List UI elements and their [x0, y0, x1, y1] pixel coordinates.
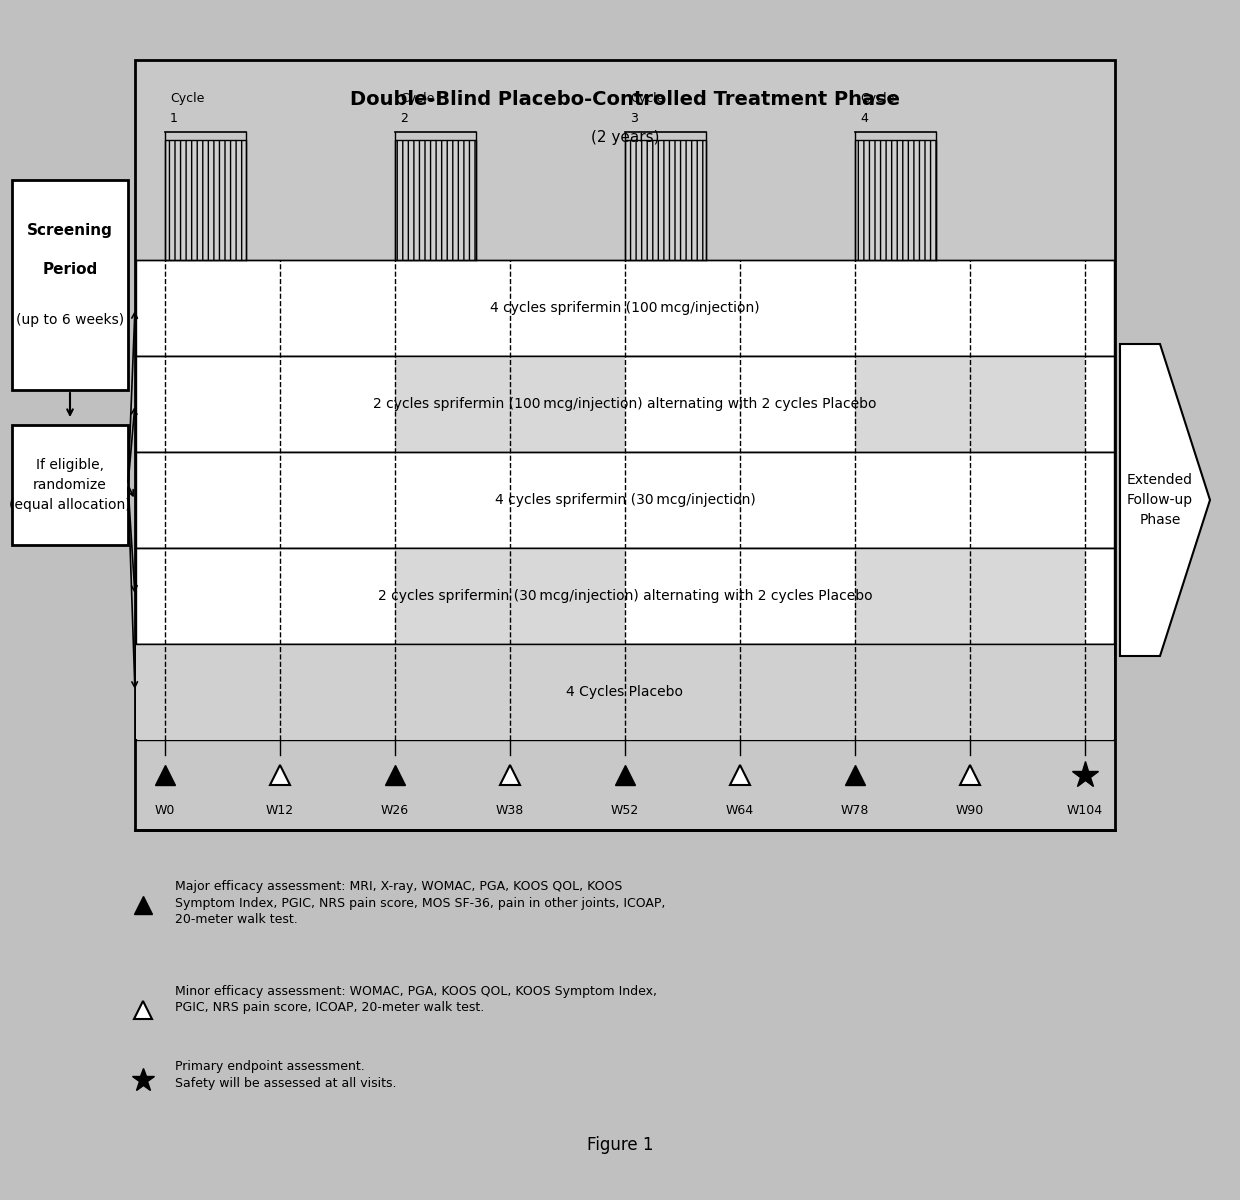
- Text: 2 cycles sprifermin (100 mcg/injection) alternating with 2 cycles Placebo: 2 cycles sprifermin (100 mcg/injection) …: [373, 397, 877, 410]
- Text: W26: W26: [381, 804, 409, 816]
- Bar: [136, 452, 1114, 548]
- Bar: [396, 358, 625, 451]
- Bar: [12, 180, 128, 390]
- Bar: [856, 140, 935, 260]
- Text: Period: Period: [42, 263, 98, 277]
- Text: W12: W12: [265, 804, 294, 816]
- Bar: [136, 356, 1114, 452]
- Text: (2 years): (2 years): [590, 130, 660, 145]
- Text: Cycle: Cycle: [401, 92, 434, 104]
- Text: 4 cycles sprifermin (100 mcg/injection): 4 cycles sprifermin (100 mcg/injection): [490, 301, 760, 314]
- Bar: [856, 358, 1085, 451]
- Text: Minor efficacy assessment: WOMAC, PGA, KOOS QOL, KOOS Symptom Index,
PGIC, NRS p: Minor efficacy assessment: WOMAC, PGA, K…: [175, 985, 657, 1014]
- FancyArrow shape: [1120, 344, 1210, 656]
- Bar: [135, 60, 1115, 830]
- Text: 2 cycles sprifermin (30 mcg/injection) alternating with 2 cycles Placebo: 2 cycles sprifermin (30 mcg/injection) a…: [378, 589, 872, 602]
- Text: 4 cycles sprifermin (30 mcg/injection): 4 cycles sprifermin (30 mcg/injection): [495, 493, 755, 506]
- Text: Double-Blind Placebo-Controlled Treatment Phase: Double-Blind Placebo-Controlled Treatmen…: [350, 90, 900, 109]
- Text: Primary endpoint assessment.
Safety will be assessed at all visits.: Primary endpoint assessment. Safety will…: [175, 1060, 397, 1090]
- Text: (up to 6 weeks): (up to 6 weeks): [16, 313, 124, 326]
- Bar: [136, 260, 1114, 356]
- Text: Cycle: Cycle: [861, 92, 894, 104]
- Text: 1: 1: [170, 112, 177, 125]
- Bar: [136, 644, 1114, 740]
- Bar: [625, 140, 706, 260]
- Text: 3: 3: [630, 112, 637, 125]
- Text: 2: 2: [401, 112, 408, 125]
- Text: W90: W90: [956, 804, 985, 816]
- Text: 4 Cycles Placebo: 4 Cycles Placebo: [567, 685, 683, 698]
- Bar: [396, 550, 625, 643]
- Text: Figure 1: Figure 1: [587, 1136, 653, 1154]
- Text: Cycle: Cycle: [630, 92, 665, 104]
- Text: Extended
Follow-up
Phase: Extended Follow-up Phase: [1127, 474, 1193, 527]
- Text: Major efficacy assessment: MRI, X-ray, WOMAC, PGA, KOOS QOL, KOOS
Symptom Index,: Major efficacy assessment: MRI, X-ray, W…: [175, 880, 666, 926]
- Text: Screening: Screening: [27, 222, 113, 238]
- Bar: [165, 140, 246, 260]
- Text: Cycle: Cycle: [170, 92, 205, 104]
- Text: If eligible,
randomize
(equal allocation): If eligible, randomize (equal allocation…: [9, 458, 130, 511]
- Bar: [136, 646, 1114, 739]
- Text: W0: W0: [155, 804, 175, 816]
- Bar: [136, 548, 1114, 644]
- Text: W38: W38: [496, 804, 525, 816]
- Bar: [396, 140, 475, 260]
- Text: W64: W64: [725, 804, 754, 816]
- Text: W52: W52: [611, 804, 639, 816]
- Bar: [856, 550, 1085, 643]
- Text: W78: W78: [841, 804, 869, 816]
- Bar: [12, 425, 128, 545]
- Text: W104: W104: [1066, 804, 1104, 816]
- Text: 4: 4: [861, 112, 868, 125]
